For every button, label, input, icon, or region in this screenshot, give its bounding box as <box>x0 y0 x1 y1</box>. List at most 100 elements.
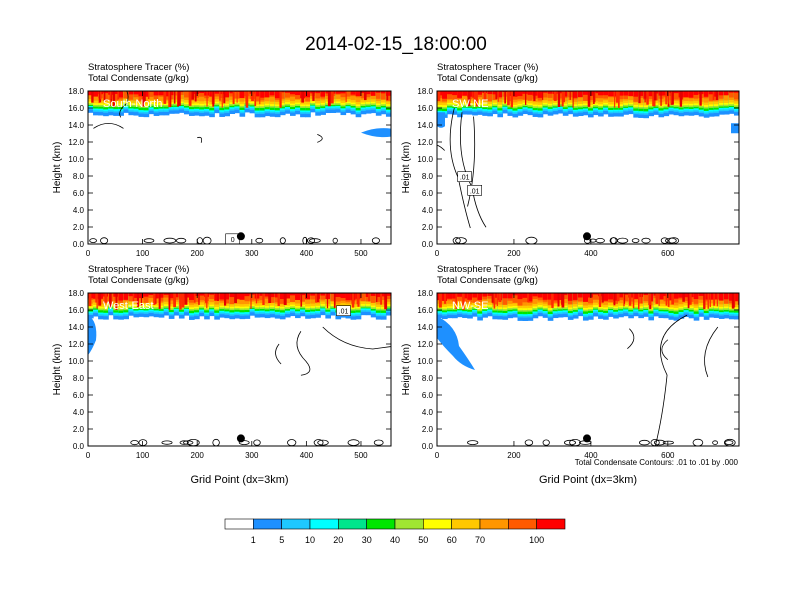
y-tick-label: 0.0 <box>73 442 85 451</box>
contour-label-box <box>467 185 483 196</box>
y-tick-label: 2.0 <box>73 223 85 232</box>
panel-header-tracer: Stratosphere Tracer (%) <box>437 264 538 275</box>
y-axis-label: Height (km) <box>52 344 63 396</box>
y-tick-label: 18.0 <box>417 289 433 298</box>
tracer-field <box>437 91 739 244</box>
y-tick-label: 18.0 <box>68 289 84 298</box>
y-tick-label: 16.0 <box>68 306 84 315</box>
x-tick-label: 200 <box>507 249 521 258</box>
colorbar-swatch <box>508 518 537 530</box>
colorbar-label: 40 <box>390 535 400 545</box>
y-axis-label: Height (km) <box>401 142 412 194</box>
panel-header-condensate: Total Condensate (g/kg) <box>88 275 189 286</box>
y-tick-label: 8.0 <box>73 374 85 383</box>
panel-header-tracer: Stratosphere Tracer (%) <box>437 62 538 73</box>
colorbar-swatch <box>536 518 566 530</box>
colorbar-swatch <box>366 518 396 530</box>
colorbar-swatch <box>423 518 452 530</box>
panel-sw-ne: Stratosphere Tracer (%)Total Condensate … <box>401 62 740 258</box>
panel-header-tracer: Stratosphere Tracer (%) <box>88 264 189 275</box>
y-tick-label: 0.0 <box>422 240 434 249</box>
tracer-field <box>88 293 391 446</box>
x-tick-label: 400 <box>584 451 598 460</box>
figure-title: 2014-02-15_18:00:00 <box>305 34 487 55</box>
x-tick-label: 0 <box>435 249 440 258</box>
colorbar-swatch <box>281 518 311 530</box>
x-tick-label: 200 <box>507 451 521 460</box>
x-axis-label: Grid Point (dx=3km) <box>539 474 637 486</box>
y-tick-label: 8.0 <box>422 172 434 181</box>
panel-west-east: Stratosphere Tracer (%)Total Condensate … <box>52 264 392 486</box>
y-tick-label: 6.0 <box>422 189 434 198</box>
y-tick-label: 14.0 <box>417 121 433 130</box>
section-label: South-North <box>103 98 162 110</box>
y-tick-label: 14.0 <box>68 323 84 332</box>
contour-label: .01 <box>460 175 470 182</box>
colorbar-swatch <box>224 518 254 530</box>
y-tick-label: 10.0 <box>417 357 433 366</box>
y-tick-label: 12.0 <box>417 138 433 147</box>
x-tick-label: 400 <box>584 249 598 258</box>
x-tick-label: 300 <box>245 451 259 460</box>
x-tick-label: 100 <box>136 451 150 460</box>
panel-header-condensate: Total Condensate (g/kg) <box>88 73 189 84</box>
panel-header-condensate: Total Condensate (g/kg) <box>437 73 538 84</box>
x-tick-label: 400 <box>300 451 314 460</box>
plot-frame <box>436 90 740 245</box>
x-tick-label: 500 <box>354 249 368 258</box>
y-tick-label: 2.0 <box>422 223 434 232</box>
y-tick-label: 4.0 <box>73 408 85 417</box>
y-tick-label: 14.0 <box>68 121 84 130</box>
y-tick-label: 6.0 <box>73 391 85 400</box>
panel-nw-se: Stratosphere Tracer (%)Total Condensate … <box>401 264 740 486</box>
colorbar-label: 50 <box>418 535 428 545</box>
y-tick-label: 2.0 <box>73 425 85 434</box>
y-tick-label: 16.0 <box>68 104 84 113</box>
y-tick-label: 10.0 <box>68 357 84 366</box>
y-tick-label: 18.0 <box>417 87 433 96</box>
colorbar-swatch <box>309 518 339 530</box>
x-tick-label: 100 <box>136 249 150 258</box>
contour-label-box <box>457 171 473 182</box>
panel-header-condensate: Total Condensate (g/kg) <box>437 275 538 286</box>
x-tick-label: 500 <box>354 451 368 460</box>
location-marker <box>236 232 245 241</box>
colorbar-label: 20 <box>333 535 343 545</box>
y-tick-label: 2.0 <box>422 425 434 434</box>
y-tick-label: 4.0 <box>422 408 434 417</box>
y-tick-label: 0.0 <box>422 442 434 451</box>
colorbar-label: 30 <box>362 535 372 545</box>
panel-header-tracer: Stratosphere Tracer (%) <box>88 62 189 73</box>
location-marker <box>583 434 591 443</box>
y-tick-label: 0.0 <box>73 240 85 249</box>
x-tick-label: 200 <box>191 249 205 258</box>
y-tick-label: 8.0 <box>73 172 85 181</box>
tracer-field <box>88 91 391 244</box>
colorbar-label: 5 <box>279 535 284 545</box>
x-tick-label: 600 <box>661 451 675 460</box>
y-tick-label: 10.0 <box>417 155 433 164</box>
x-tick-label: 300 <box>245 249 259 258</box>
colorbar-label: 60 <box>447 535 457 545</box>
colorbar-swatch <box>479 518 509 530</box>
location-marker <box>236 434 245 443</box>
colorbar-swatch <box>451 518 481 530</box>
contour-footnote: Total Condensate Contours: .01 to .01 by… <box>575 458 739 467</box>
y-tick-label: 12.0 <box>68 138 84 147</box>
colorbar: 1 5 10 20 30 40 50 60 70 100 <box>224 518 566 545</box>
x-tick-label: 400 <box>300 249 314 258</box>
y-tick-label: 16.0 <box>417 306 433 315</box>
y-tick-label: 18.0 <box>68 87 84 96</box>
y-tick-label: 4.0 <box>422 206 434 215</box>
section-label: NW-SE <box>452 300 488 312</box>
section-label: West-East <box>103 300 154 312</box>
panel-south-north: Stratosphere Tracer (%)Total Condensate … <box>52 62 392 258</box>
y-tick-label: 12.0 <box>68 340 84 349</box>
contour-label: .01 <box>339 309 349 316</box>
y-tick-label: 12.0 <box>417 340 433 349</box>
y-tick-label: 6.0 <box>422 391 434 400</box>
plot-frame <box>436 292 740 447</box>
x-tick-label: 200 <box>191 451 205 460</box>
location-marker <box>583 232 591 241</box>
